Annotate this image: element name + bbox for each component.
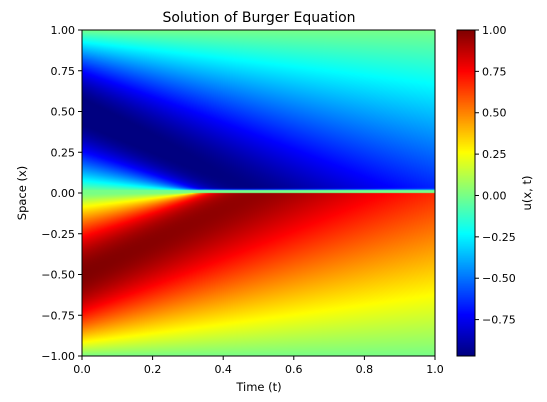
colorbar-tick-label: 1.00: [482, 24, 507, 37]
x-tick-label: 0.8: [356, 363, 374, 376]
y-tick-label: −1.00: [41, 350, 75, 363]
colorbar-label: u(x, t): [520, 176, 534, 211]
y-tick-label: 1.00: [51, 24, 76, 37]
x-tick-label: 0.6: [285, 363, 303, 376]
colorbar-tick-label: −0.25: [482, 231, 516, 244]
colorbar-tick-label: 0.00: [482, 189, 507, 202]
y-tick-label: −0.25: [41, 228, 75, 241]
colorbar-tick-label: −0.75: [482, 314, 516, 327]
colorbar-gradient: [457, 30, 475, 356]
colorbar-tick-label: 0.50: [482, 107, 507, 120]
x-tick-label: 0.4: [214, 363, 232, 376]
colorbar-ticks: −0.75 −0.50 −0.25 0.00 0.25 0.50 0.75 1.00: [475, 24, 516, 327]
x-axis: 0.0 0.2 0.4 0.6 0.8 1.0: [73, 356, 444, 376]
colorbar-tick-label: 0.75: [482, 65, 507, 78]
colorbar-tick-label: −0.50: [482, 272, 516, 285]
heatmap-image: [82, 30, 435, 356]
y-tick-label: 0.25: [51, 146, 76, 159]
y-tick-label: −0.50: [41, 269, 75, 282]
y-tick-label: 0.50: [51, 106, 76, 119]
x-axis-label: Time (t): [235, 380, 281, 394]
plot-area: [81, 29, 436, 357]
y-axis: −1.00 −0.75 −0.50 −0.25 0.00 0.25 0.50 0.75 1.00: [41, 24, 82, 363]
y-tick-label: 0.00: [51, 187, 76, 200]
colorbar-frame: [456, 29, 476, 357]
colorbar: −0.75 −0.50 −0.25 0.00 0.25 0.50 0.75 1.00 u(x,…: [456, 24, 534, 357]
colorbar-tick-label: 0.25: [482, 148, 507, 161]
x-tick-label: 0.0: [73, 363, 91, 376]
y-axis-label: Space (x): [15, 166, 29, 220]
chart-title: Solution of Burger Equation: [162, 10, 355, 26]
y-tick-label: 0.75: [51, 65, 76, 78]
x-tick-label: 0.2: [144, 363, 162, 376]
x-tick-label: 1.0: [426, 363, 444, 376]
y-tick-label: −0.75: [41, 309, 75, 322]
